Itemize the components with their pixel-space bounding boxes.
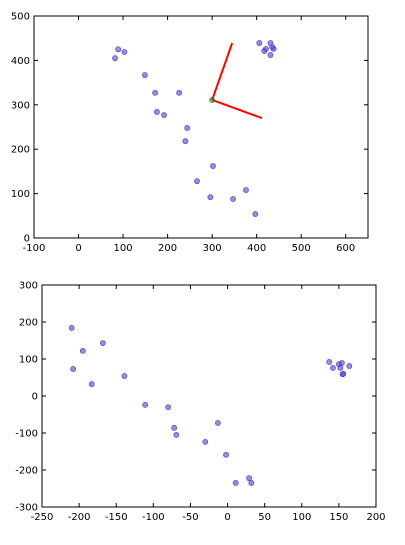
direction-line (211, 42, 234, 101)
point (338, 360, 345, 366)
y-tick-label: 100 (11, 189, 30, 200)
point (243, 187, 249, 193)
y-tick-label: 500 (11, 12, 30, 23)
point (88, 381, 95, 388)
y-tick-label: 100 (19, 355, 38, 366)
point (232, 480, 239, 486)
point (121, 373, 128, 379)
point (215, 420, 221, 426)
x-tick-label: 200 (366, 512, 385, 523)
point (248, 480, 255, 486)
x-tick-label: 0 (75, 243, 81, 254)
point (161, 112, 167, 118)
point (230, 196, 236, 202)
point (346, 363, 353, 369)
point (261, 48, 268, 54)
y-tick-label: 200 (11, 145, 30, 156)
x-tick-label: 150 (329, 512, 348, 523)
point (99, 340, 106, 346)
point (330, 364, 336, 371)
x-tick-label: 300 (203, 243, 222, 254)
x-tick-label: -150 (105, 512, 128, 523)
point (194, 178, 200, 185)
point (173, 431, 180, 438)
x-tick-label: -100 (142, 512, 165, 523)
direction-line (211, 98, 263, 120)
y-tick-label: 0 (24, 234, 30, 245)
plot-area (33, 15, 369, 239)
point (210, 163, 216, 169)
y-tick-label: 0 (32, 392, 38, 403)
x-tick-label: -50 (182, 512, 198, 523)
point (270, 45, 277, 52)
point (326, 359, 333, 365)
point (152, 89, 159, 96)
x-tick-label: 100 (114, 243, 133, 254)
x-tick-label: -200 (68, 512, 91, 523)
point (252, 211, 259, 217)
x-tick-label: -250 (31, 512, 54, 523)
x-tick-label: 200 (158, 243, 177, 254)
point (154, 109, 160, 115)
x-tick-label: 600 (336, 243, 355, 254)
y-tick-label: 300 (19, 281, 38, 292)
point (267, 52, 274, 58)
x-tick-label: 500 (292, 243, 311, 254)
y-tick-label: -200 (15, 466, 38, 477)
point (142, 401, 149, 408)
point (207, 194, 214, 201)
x-tick-label: 400 (247, 243, 266, 254)
point (209, 97, 216, 103)
point (256, 40, 263, 46)
y-tick-label: -300 (15, 503, 38, 514)
x-tick-label: 100 (292, 512, 311, 523)
point (70, 366, 77, 372)
y-tick-label: 400 (11, 56, 30, 67)
point (79, 347, 86, 354)
point (68, 325, 75, 331)
point (115, 46, 122, 53)
point (171, 424, 178, 431)
point (246, 475, 252, 482)
y-tick-label: 200 (19, 318, 38, 329)
point (112, 55, 118, 62)
point (182, 138, 189, 145)
x-tick-label: 0 (224, 512, 230, 523)
point (340, 370, 347, 377)
point (141, 72, 148, 78)
point (202, 438, 209, 445)
point (337, 364, 344, 371)
y-tick-label: 300 (11, 100, 30, 111)
point (184, 124, 191, 131)
point (176, 89, 183, 96)
x-tick-label: -100 (23, 243, 46, 254)
y-tick-label: -100 (15, 429, 38, 440)
plot-area (41, 284, 377, 508)
point (223, 451, 229, 458)
point (121, 49, 128, 55)
point (165, 404, 172, 410)
x-tick-label: 50 (258, 512, 271, 523)
